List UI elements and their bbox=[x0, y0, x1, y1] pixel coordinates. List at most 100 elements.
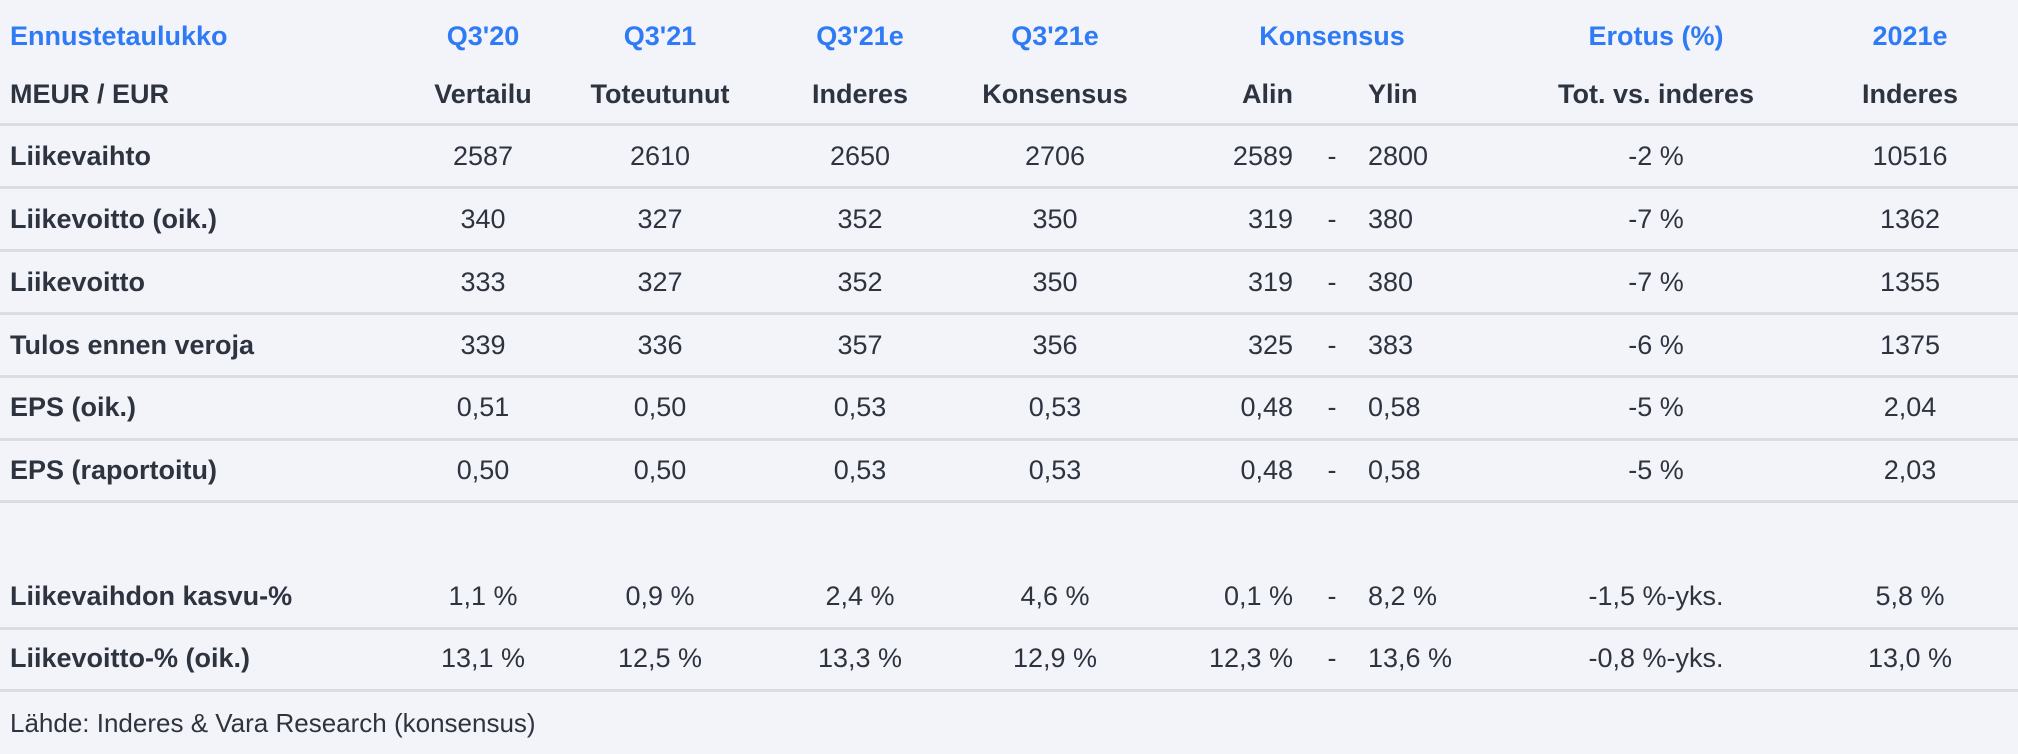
cell-value: 319 bbox=[1247, 267, 1293, 297]
cell-value: -7 % bbox=[1628, 267, 1684, 297]
cell-value: 0,58 bbox=[1368, 392, 1421, 422]
cell-value: 325 bbox=[1247, 330, 1293, 360]
cell-value: 352 bbox=[837, 204, 883, 234]
row-label: EPS (raportoitu) bbox=[10, 455, 217, 485]
table-row: Liikevoitto 333 327 352 350 319 - 380 -7 % 1355 bbox=[0, 262, 2018, 302]
cell-value: 2610 bbox=[629, 141, 691, 171]
cell-value: -5 % bbox=[1628, 455, 1684, 485]
column-subheader: Ylin bbox=[1368, 79, 1418, 109]
column-header: Erotus (%) bbox=[1588, 21, 1724, 51]
cell-value: 0,53 bbox=[833, 455, 887, 485]
cell-value: 1,1 % bbox=[448, 581, 518, 611]
row-divider bbox=[0, 123, 2018, 126]
row-divider bbox=[0, 249, 2018, 252]
cell-value: 12,5 % bbox=[617, 643, 703, 673]
cell-value: 319 bbox=[1247, 204, 1293, 234]
cell-value: 327 bbox=[637, 267, 683, 297]
row-divider bbox=[0, 438, 2018, 441]
cell-value: 5,8 % bbox=[1875, 581, 1945, 611]
cell-value: 350 bbox=[1032, 267, 1078, 297]
cell-value: 0,51 bbox=[456, 392, 510, 422]
row-divider bbox=[0, 500, 2018, 503]
column-header: Q3'20 bbox=[446, 21, 520, 51]
cell-value: 356 bbox=[1032, 330, 1078, 360]
row-label: Liikevoitto-% (oik.) bbox=[10, 643, 251, 673]
row-divider bbox=[0, 627, 2018, 630]
cell-value: 1375 bbox=[1879, 330, 1941, 360]
cell-value: 13,6 % bbox=[1368, 643, 1453, 673]
table-title: Ennustetaulukko bbox=[10, 21, 228, 51]
cell-value: - bbox=[1327, 330, 1337, 360]
cell-value: 0,48 bbox=[1240, 392, 1293, 422]
column-subheader: Alin bbox=[1242, 79, 1293, 109]
table-row: EPS (oik.) 0,51 0,50 0,53 0,53 0,48 - 0,58 -5 % 2… bbox=[0, 387, 2018, 427]
cell-value: 2800 bbox=[1368, 141, 1429, 171]
cell-value: 1362 bbox=[1879, 204, 1941, 234]
cell-value: 0,50 bbox=[456, 455, 510, 485]
cell-value: - bbox=[1327, 581, 1337, 611]
cell-value: 0,50 bbox=[633, 392, 687, 422]
column-subheader: Tot. vs. inderes bbox=[1557, 79, 1755, 109]
row-divider bbox=[0, 312, 2018, 315]
cell-value: 2,4 % bbox=[825, 581, 895, 611]
cell-value: 2589 bbox=[1232, 141, 1293, 171]
cell-value: 350 bbox=[1032, 204, 1078, 234]
row-label: Liikevaihto bbox=[10, 141, 152, 171]
source-note: Lähde: Inderes & Vara Research (konsensu… bbox=[10, 708, 536, 738]
cell-value: - bbox=[1327, 392, 1337, 422]
cell-value: 1355 bbox=[1879, 267, 1941, 297]
cell-value: 380 bbox=[1368, 267, 1414, 297]
cell-value: 2,04 bbox=[1883, 392, 1937, 422]
column-subheader: Toteutunut bbox=[590, 79, 730, 109]
column-subheader: Inderes bbox=[1861, 79, 1959, 109]
cell-value: 0,9 % bbox=[625, 581, 695, 611]
cell-value: -5 % bbox=[1628, 392, 1684, 422]
cell-value: - bbox=[1327, 204, 1337, 234]
cell-value: 327 bbox=[637, 204, 683, 234]
cell-value: 2706 bbox=[1024, 141, 1086, 171]
header-row-periods: Ennustetaulukko Q3'20 Q3'21 Q3'21e Q3'21e Kon… bbox=[0, 16, 2018, 56]
cell-value: 8,2 % bbox=[1368, 581, 1438, 611]
row-label: Liikevaihdon kasvu-% bbox=[10, 581, 293, 611]
cell-value: - bbox=[1327, 141, 1337, 171]
column-subheader: Inderes bbox=[811, 79, 909, 109]
table-row: Tulos ennen veroja 339 336 357 356 325 - 383 -6 … bbox=[0, 325, 2018, 365]
cell-value: 339 bbox=[460, 330, 506, 360]
column-header: Konsensus bbox=[1259, 21, 1405, 51]
cell-value: - bbox=[1327, 643, 1337, 673]
table-row: Liikevoitto-% (oik.) 13,1 % 12,5 % 13,3 % 12… bbox=[0, 638, 2018, 678]
cell-value: -7 % bbox=[1628, 204, 1684, 234]
cell-value: 2650 bbox=[829, 141, 891, 171]
table-row: Liikevaihto 2587 2610 2650 2706 2589 - 2800 -2 %… bbox=[0, 136, 2018, 176]
cell-value: 0,58 bbox=[1368, 455, 1421, 485]
table-row: Liikevaihdon kasvu-% 1,1 % 0,9 % 2,4 % 4,6 %… bbox=[0, 576, 2018, 616]
cell-value: 2,03 bbox=[1883, 455, 1937, 485]
cell-value: -6 % bbox=[1628, 330, 1684, 360]
cell-value: 380 bbox=[1368, 204, 1414, 234]
cell-value: 336 bbox=[637, 330, 683, 360]
column-subheader: Konsensus bbox=[982, 79, 1128, 109]
cell-value: 0,48 bbox=[1240, 455, 1293, 485]
cell-value: -1,5 %-yks. bbox=[1588, 581, 1724, 611]
cell-value: 383 bbox=[1368, 330, 1414, 360]
cell-value: 333 bbox=[460, 267, 506, 297]
cell-value: - bbox=[1327, 267, 1337, 297]
cell-value: 357 bbox=[837, 330, 883, 360]
cell-value: 0,50 bbox=[633, 455, 687, 485]
row-label: EPS (oik.) bbox=[10, 392, 137, 422]
row-label: Liikevoitto (oik.) bbox=[10, 204, 218, 234]
table-row: EPS (raportoitu) 0,50 0,50 0,53 0,53 0,48 - 0,5… bbox=[0, 450, 2018, 490]
cell-value: 340 bbox=[460, 204, 506, 234]
row-divider bbox=[0, 689, 2018, 692]
row-divider bbox=[0, 375, 2018, 378]
cell-value: 2587 bbox=[452, 141, 514, 171]
column-header: 2021e bbox=[1872, 21, 1948, 51]
cell-value: 0,1 % bbox=[1223, 581, 1293, 611]
table-row: Liikevoitto (oik.) 340 327 352 350 319 - 380 -7 … bbox=[0, 199, 2018, 239]
column-subheader: Vertailu bbox=[434, 79, 532, 109]
row-label: Tulos ennen veroja bbox=[10, 330, 255, 360]
cell-value: 0,53 bbox=[1028, 455, 1082, 485]
column-header: Q3'21e bbox=[1011, 21, 1099, 51]
cell-value: 0,53 bbox=[1028, 392, 1082, 422]
unit-label: MEUR / EUR bbox=[10, 79, 170, 109]
